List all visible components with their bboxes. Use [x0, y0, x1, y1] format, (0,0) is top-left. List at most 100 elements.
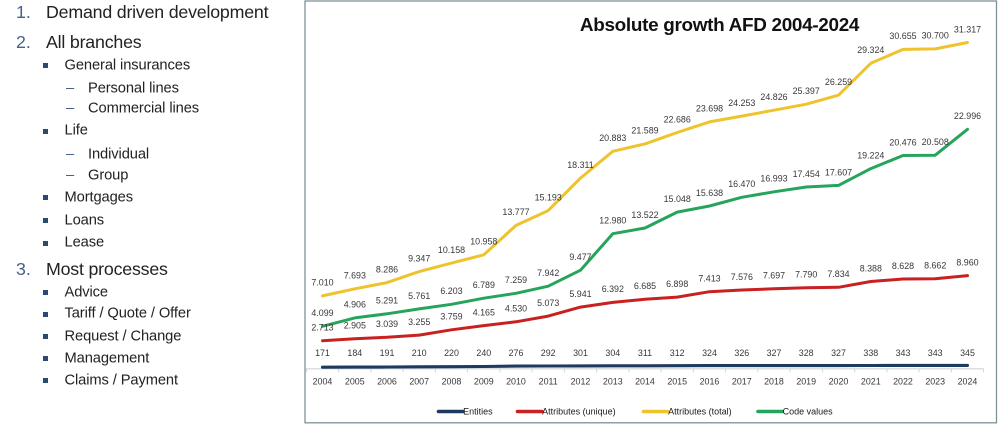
svg-text:292: 292: [541, 348, 556, 358]
svg-text:324: 324: [702, 348, 717, 358]
svg-text:24.826: 24.826: [760, 92, 787, 102]
svg-text:2005: 2005: [345, 376, 365, 386]
svg-text:2016: 2016: [700, 376, 720, 386]
svg-text:7.790: 7.790: [795, 270, 817, 280]
svg-text:22.996: 22.996: [954, 111, 981, 121]
svg-text:4.165: 4.165: [473, 307, 495, 317]
svg-text:3.039: 3.039: [376, 319, 398, 329]
svg-text:12.980: 12.980: [599, 216, 626, 226]
svg-text:19.224: 19.224: [857, 150, 884, 160]
svg-text:2024: 2024: [958, 376, 978, 386]
svg-text:6.898: 6.898: [666, 279, 688, 289]
svg-text:2018: 2018: [764, 376, 784, 386]
svg-text:2017: 2017: [732, 376, 752, 386]
svg-text:2007: 2007: [409, 376, 429, 386]
svg-text:Code values: Code values: [783, 407, 834, 417]
svg-text:13.522: 13.522: [631, 210, 658, 220]
svg-text:18.311: 18.311: [567, 160, 594, 170]
svg-text:312: 312: [670, 348, 685, 358]
svg-text:2.905: 2.905: [344, 321, 366, 331]
svg-text:7.010: 7.010: [311, 278, 333, 288]
svg-text:7.697: 7.697: [763, 271, 785, 281]
svg-text:210: 210: [412, 348, 427, 358]
svg-text:6.203: 6.203: [440, 286, 462, 296]
svg-text:304: 304: [605, 348, 620, 358]
svg-text:Attributes (unique): Attributes (unique): [542, 407, 616, 417]
svg-text:2014: 2014: [635, 376, 655, 386]
svg-text:328: 328: [799, 348, 814, 358]
svg-text:24.253: 24.253: [728, 98, 755, 108]
svg-text:9.477: 9.477: [569, 252, 591, 262]
svg-text:2019: 2019: [796, 376, 816, 386]
svg-text:2004: 2004: [313, 376, 333, 386]
svg-text:2020: 2020: [829, 376, 849, 386]
svg-text:17.454: 17.454: [793, 169, 820, 179]
svg-text:327: 327: [767, 348, 782, 358]
svg-text:2021: 2021: [861, 376, 881, 386]
svg-text:23.698: 23.698: [696, 104, 723, 114]
svg-text:8.286: 8.286: [376, 264, 398, 274]
svg-text:5.291: 5.291: [376, 296, 398, 306]
svg-text:5.073: 5.073: [537, 298, 559, 308]
svg-text:Entities: Entities: [463, 407, 493, 417]
svg-text:16.470: 16.470: [728, 179, 755, 189]
svg-text:171: 171: [315, 348, 330, 358]
svg-text:2023: 2023: [925, 376, 945, 386]
svg-text:2022: 2022: [893, 376, 913, 386]
svg-text:4.530: 4.530: [505, 304, 527, 314]
svg-text:4.906: 4.906: [344, 300, 366, 310]
svg-text:17.607: 17.607: [825, 167, 852, 177]
svg-text:343: 343: [896, 348, 911, 358]
svg-text:345: 345: [960, 348, 975, 358]
svg-text:21.589: 21.589: [631, 126, 658, 136]
svg-text:220: 220: [444, 348, 459, 358]
svg-text:7.834: 7.834: [827, 269, 849, 279]
svg-text:31.317: 31.317: [954, 24, 981, 34]
svg-text:2013: 2013: [603, 376, 623, 386]
svg-text:7.942: 7.942: [537, 268, 559, 278]
svg-text:276: 276: [509, 348, 524, 358]
svg-text:7.693: 7.693: [344, 271, 366, 281]
svg-text:338: 338: [863, 348, 878, 358]
svg-text:191: 191: [380, 348, 395, 358]
svg-text:10.958: 10.958: [470, 237, 497, 247]
svg-text:10.158: 10.158: [438, 245, 465, 255]
svg-text:311: 311: [638, 348, 652, 358]
svg-text:30.655: 30.655: [889, 31, 916, 41]
svg-text:8.388: 8.388: [860, 263, 882, 273]
svg-text:25.397: 25.397: [793, 86, 820, 96]
svg-text:6.685: 6.685: [634, 281, 656, 291]
svg-text:7.413: 7.413: [698, 274, 720, 284]
svg-text:240: 240: [476, 348, 491, 358]
svg-text:Absolute growth AFD 2004-2024: Absolute growth AFD 2004-2024: [580, 15, 860, 36]
svg-text:7.576: 7.576: [731, 272, 753, 282]
svg-text:30.700: 30.700: [922, 31, 949, 41]
svg-text:16.993: 16.993: [760, 174, 787, 184]
svg-text:4.099: 4.099: [311, 308, 333, 318]
svg-text:2008: 2008: [442, 376, 462, 386]
svg-text:3.759: 3.759: [440, 312, 462, 322]
svg-text:2010: 2010: [506, 376, 526, 386]
svg-text:2006: 2006: [377, 376, 397, 386]
svg-text:326: 326: [734, 348, 749, 358]
svg-text:8.662: 8.662: [924, 261, 946, 271]
svg-text:2015: 2015: [667, 376, 687, 386]
svg-text:26.259: 26.259: [825, 77, 852, 87]
svg-text:8.628: 8.628: [892, 261, 914, 271]
svg-text:2012: 2012: [571, 376, 591, 386]
svg-text:184: 184: [347, 348, 362, 358]
svg-text:15.638: 15.638: [696, 188, 723, 198]
svg-text:Attributes (total): Attributes (total): [668, 407, 732, 417]
svg-text:29.324: 29.324: [857, 45, 884, 55]
svg-text:9.347: 9.347: [408, 253, 430, 263]
svg-text:22.686: 22.686: [664, 114, 691, 124]
svg-text:2.713: 2.713: [311, 323, 333, 333]
svg-text:301: 301: [573, 348, 588, 358]
svg-text:7.259: 7.259: [505, 275, 527, 285]
svg-text:5.761: 5.761: [408, 291, 430, 301]
svg-text:6.789: 6.789: [473, 280, 495, 290]
svg-text:2009: 2009: [474, 376, 494, 386]
svg-text:20.508: 20.508: [922, 137, 949, 147]
svg-text:15.048: 15.048: [664, 194, 691, 204]
svg-text:2011: 2011: [539, 376, 558, 386]
